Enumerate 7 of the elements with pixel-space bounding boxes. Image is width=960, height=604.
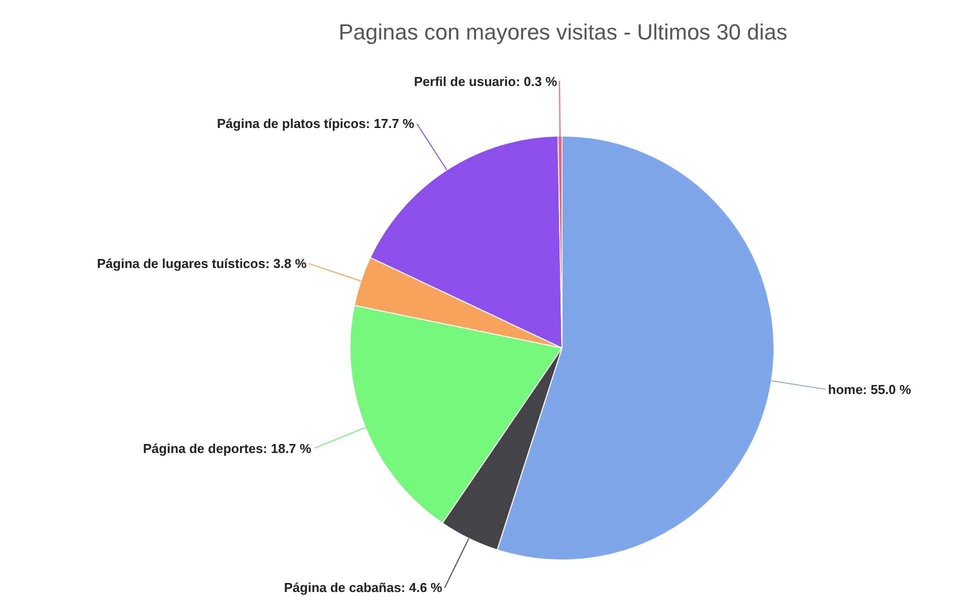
slice-label: Página de deportes: 18.7 % xyxy=(143,441,312,456)
slice-label: Página de lugares tuísticos: 3.8 % xyxy=(97,256,307,271)
slice-label: Perfil de usuario: 0.3 % xyxy=(414,74,558,89)
slice-label: home: 55.0 % xyxy=(828,382,912,397)
slice-label: Página de cabañas: 4.6 % xyxy=(284,580,443,595)
slice-label: Página de platos típicos: 17.7 % xyxy=(217,116,415,131)
chart-title: Paginas con mayores visitas - Ultimos 30 dias xyxy=(338,20,788,45)
